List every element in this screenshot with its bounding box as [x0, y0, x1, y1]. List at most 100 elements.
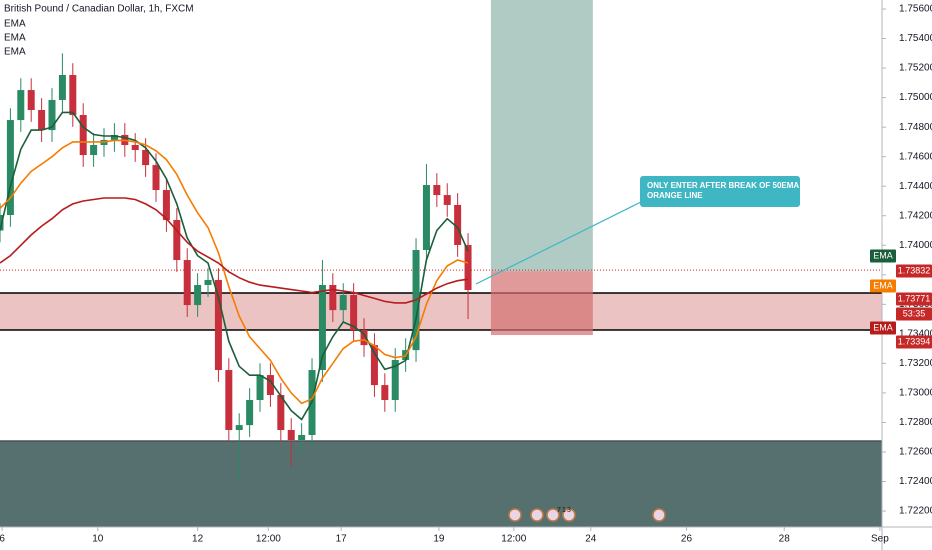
candle-body: [318, 284, 326, 371]
y-tick-label: 1.75400: [899, 33, 932, 44]
candle-body: [339, 295, 347, 311]
candle-body: [27, 90, 35, 111]
y-tick-label: 1.74800: [899, 122, 932, 133]
candle-body: [69, 75, 77, 116]
candle-body: [454, 204, 462, 245]
candle-body: [235, 425, 243, 430]
price-tag-label: EMA: [873, 250, 893, 260]
candle-body: [266, 375, 274, 395]
candle-body: [214, 279, 222, 371]
candle-body: [246, 400, 254, 426]
y-tick-label: 1.73200: [899, 358, 932, 369]
x-tick-label: 12:00: [256, 534, 281, 545]
price-tag-label: EMA: [873, 322, 893, 332]
candle-body: [360, 330, 368, 346]
y-tick-label: 1.75200: [899, 63, 932, 74]
candle-body: [256, 375, 264, 401]
ema-line: [0, 111, 469, 421]
x-tick-label: Sep: [871, 534, 889, 545]
x-tick-label: 10: [92, 534, 104, 545]
candle-body: [48, 99, 56, 131]
price-tag: [896, 307, 932, 321]
y-tick-label: 1.74000: [899, 240, 932, 251]
price-tag: [870, 321, 896, 335]
candle-body: [433, 185, 441, 196]
y-tick-label: 1.72800: [899, 417, 932, 428]
candle-body: [329, 284, 337, 311]
price-tag: [896, 292, 932, 306]
ema-line: [0, 197, 469, 304]
candle-body: [110, 134, 118, 140]
candle-body: [422, 185, 430, 250]
candle-body: [381, 385, 389, 401]
candle-body: [225, 370, 233, 430]
indicator-label: EMA: [4, 47, 26, 58]
price-tag-label: 1.73771: [898, 293, 931, 303]
candle-body: [142, 150, 150, 166]
candle-body: [58, 75, 66, 100]
y-tick-label: 1.72200: [899, 506, 932, 517]
candle-body: [391, 359, 399, 401]
y-tick-label: 1.74200: [899, 210, 932, 221]
candle-body: [162, 190, 170, 221]
y-tick-label: 1.73000: [899, 388, 932, 399]
callout-box: [640, 176, 800, 207]
event-icon: [508, 508, 522, 522]
price-tag-label: 53:35: [903, 308, 926, 318]
candle-body: [277, 394, 285, 430]
x-tick-label: 12:00: [501, 534, 526, 545]
price-tag: [870, 279, 896, 293]
position-stop: [490, 271, 593, 336]
price-tag-label: 1.73832: [898, 265, 931, 275]
candle-body: [90, 145, 98, 156]
candle-body: [152, 165, 160, 191]
price-tag-label: EMA: [873, 280, 893, 290]
zone: [0, 292, 882, 331]
y-tick-label: 1.74600: [899, 151, 932, 162]
x-tick-label: 19: [433, 534, 445, 545]
candle-body: [298, 435, 306, 441]
candle-body: [17, 90, 25, 121]
candle-body: [443, 195, 451, 205]
callout-pointer: [475, 199, 646, 285]
price-tag: [896, 264, 932, 278]
event-count: 7: [557, 507, 561, 514]
candle-body: [370, 345, 378, 386]
y-tick-label: 1.75600: [899, 4, 932, 15]
price-tag: [896, 335, 932, 349]
x-tick-label: 26: [681, 534, 693, 545]
candle-body: [464, 244, 472, 291]
candle-body: [131, 145, 139, 151]
event-icon: [546, 508, 560, 522]
indicator-label: EMA: [4, 19, 26, 30]
callout-text: ONLY ENTER AFTER BREAK OF 50EMA: [647, 181, 799, 190]
y-tick-label: 1.72400: [899, 476, 932, 487]
position-target: [490, 0, 593, 272]
x-tick-label: 24: [585, 534, 597, 545]
candle-body: [38, 110, 46, 131]
y-tick-label: 1.73400: [899, 329, 932, 340]
callout-text: ORANGE LINE: [647, 191, 703, 200]
x-tick-label: 12: [192, 534, 204, 545]
x-tick-label: 28: [779, 534, 791, 545]
chart-title: British Pound / Canadian Dollar, 1h, FXC…: [4, 4, 194, 15]
event-count: 3: [567, 507, 571, 514]
x-tick-label: 6: [0, 534, 5, 545]
event-count: 1: [562, 507, 566, 514]
candle-body: [350, 295, 358, 331]
event-icon: [530, 508, 544, 522]
candle-body: [204, 279, 212, 285]
x-tick-label: 17: [336, 534, 348, 545]
candle-body: [287, 429, 295, 441]
candle-body: [194, 284, 202, 306]
zone: [0, 440, 882, 527]
candle-body: [79, 115, 87, 156]
price-tag-label: 1.73394: [898, 336, 931, 346]
y-tick-label: 1.75000: [899, 92, 932, 103]
candle-body: [183, 260, 191, 306]
candle-body: [173, 220, 181, 261]
ema-line: [0, 139, 469, 405]
event-icon: [562, 508, 576, 522]
event-icon: [652, 508, 666, 522]
